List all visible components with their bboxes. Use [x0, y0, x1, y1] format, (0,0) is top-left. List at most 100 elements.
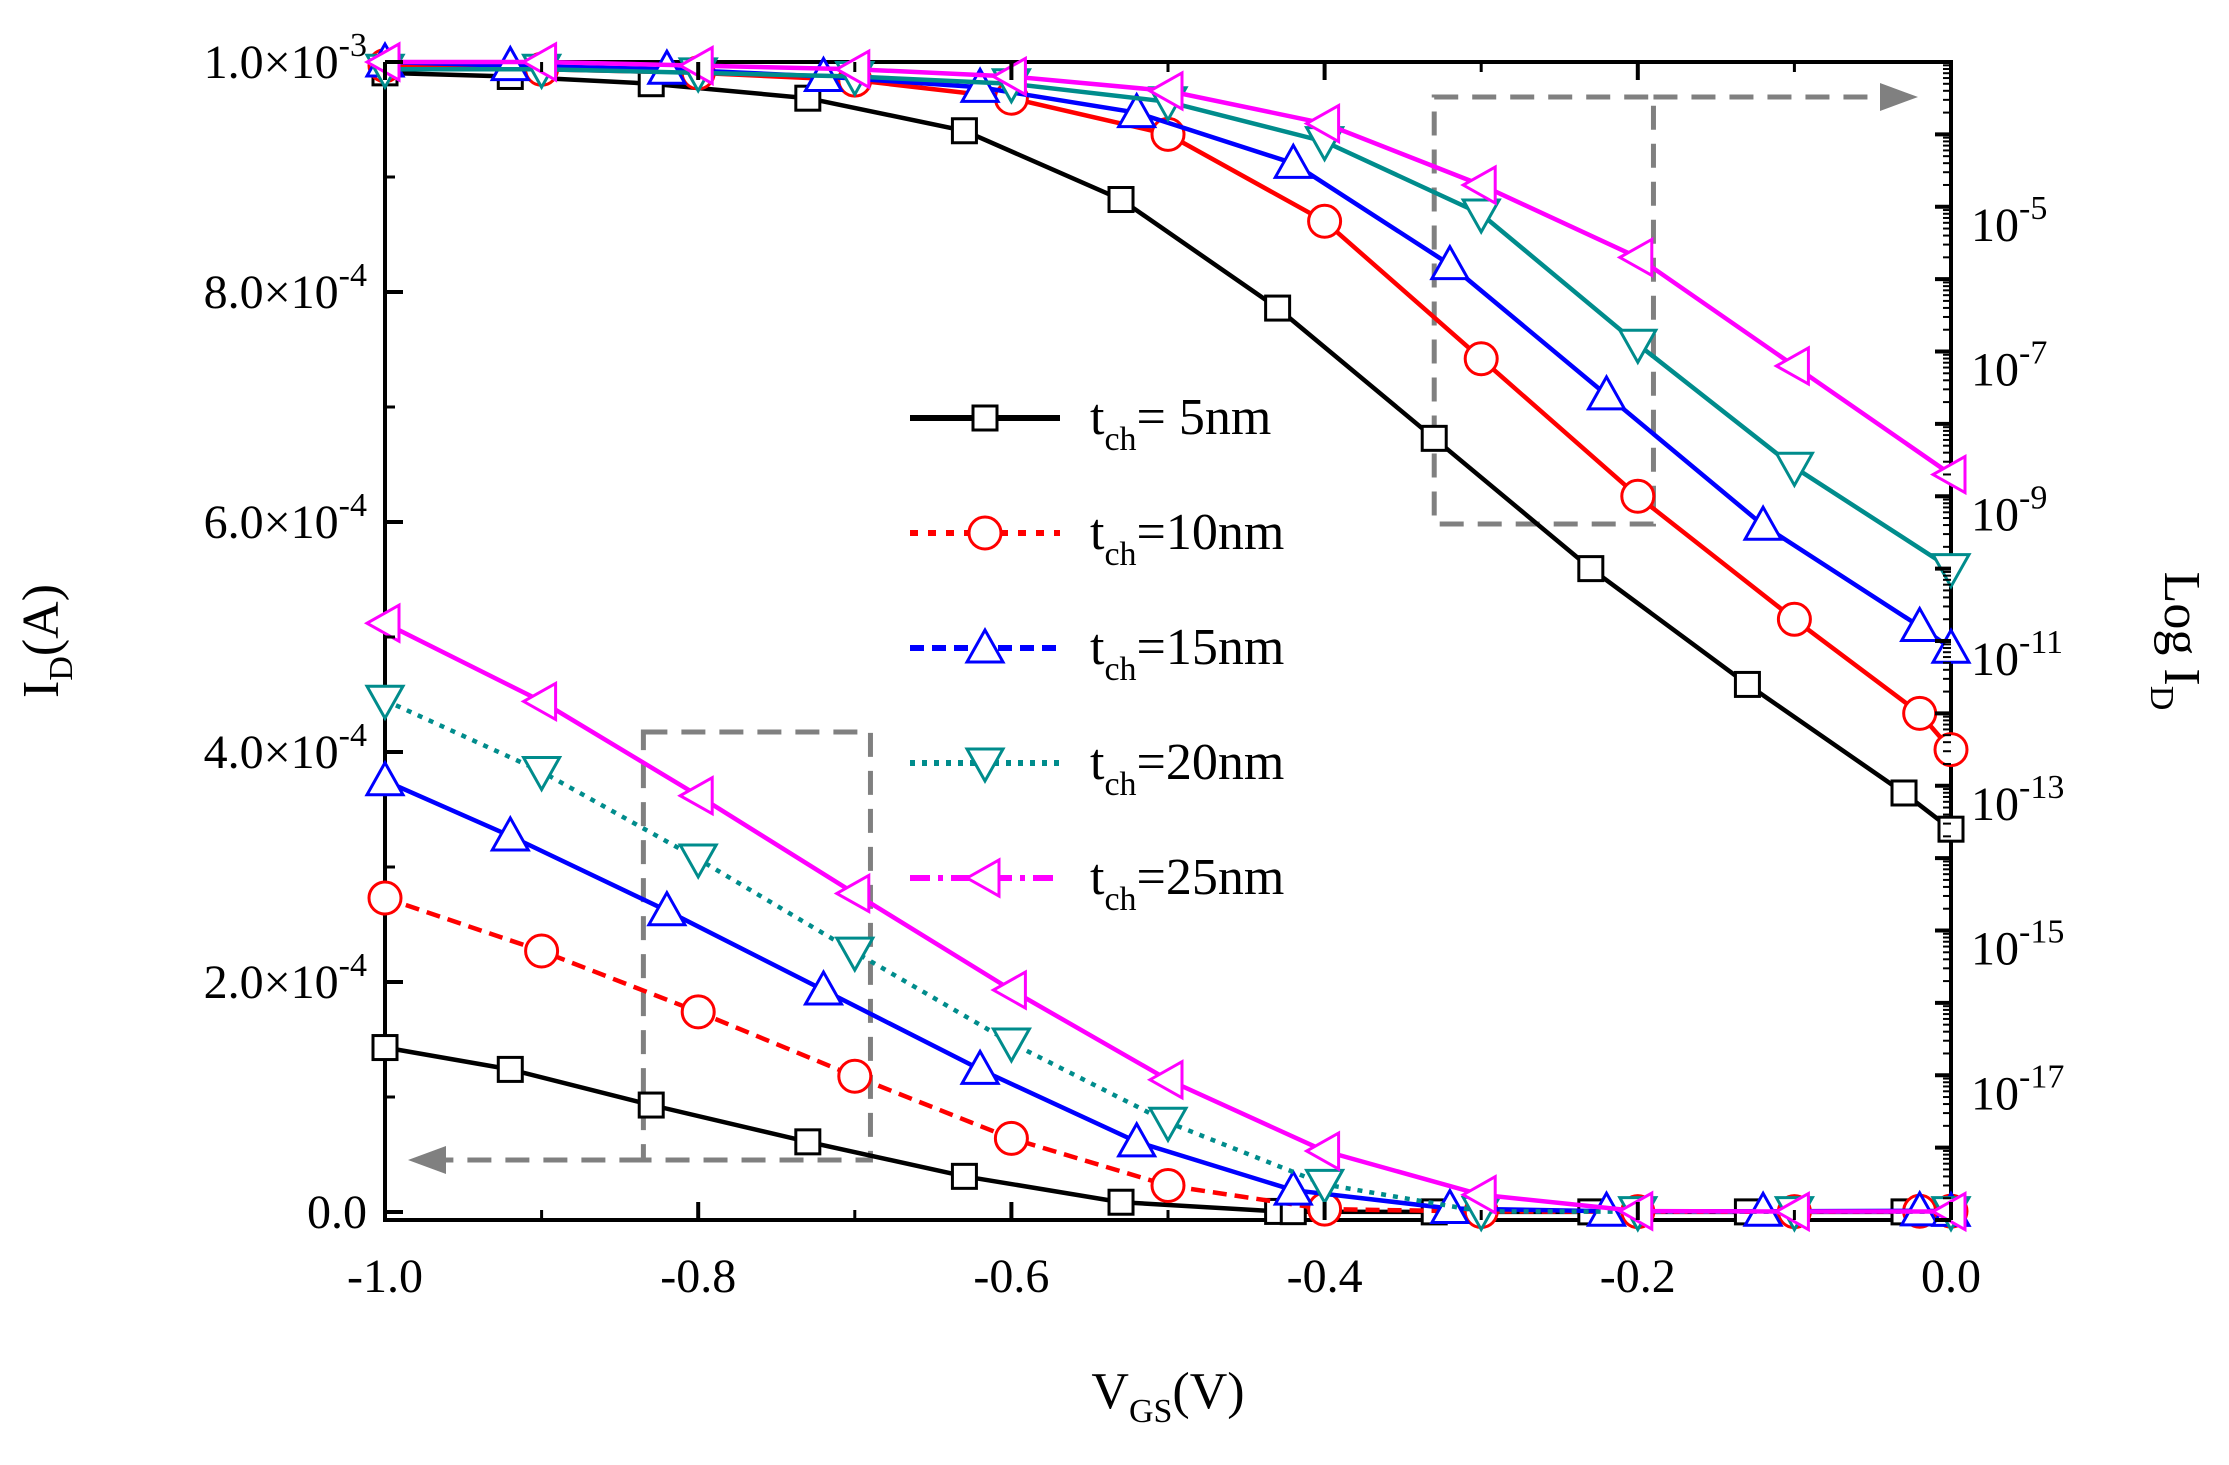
data-point [1460, 1174, 1497, 1216]
data-point [833, 872, 871, 915]
data-point [1773, 1190, 1810, 1233]
data-point [1107, 1188, 1135, 1216]
y-left-tick-label: 4.0×10-4 [204, 717, 367, 779]
data-point [959, 1048, 1001, 1085]
data-point [1116, 1120, 1158, 1158]
data-point [1460, 164, 1497, 206]
annotation-box-right [1431, 94, 1656, 527]
legend-item: tch=15nm [910, 619, 1284, 688]
data-point [1616, 236, 1654, 278]
arrow-head-right [1880, 83, 1918, 111]
data-point [1577, 555, 1605, 583]
data-point [990, 969, 1027, 1011]
data-point [363, 602, 401, 644]
data-point [1899, 1189, 1941, 1227]
data-point [1429, 243, 1471, 281]
y-right-tick-label: 10-7 [1971, 335, 2047, 397]
data-point [646, 889, 688, 927]
y-right-tick-label: 10-11 [1971, 624, 2063, 686]
x-tick-label: 0.0 [1921, 1250, 1981, 1303]
data-point [1420, 424, 1448, 452]
data-point [1617, 328, 1659, 366]
data-point [521, 756, 563, 793]
data-point [364, 759, 406, 797]
y-left-tick-label: 2.0×10-4 [204, 947, 367, 1009]
data-point [1620, 478, 1656, 514]
legend-item: tch= 5nm [910, 389, 1271, 458]
y-left-tick-label: 1.0×10-3 [204, 27, 367, 89]
data-point [677, 843, 719, 881]
legend-label: tch=10nm [1090, 504, 1284, 573]
x-tick-label: -0.6 [973, 1250, 1049, 1303]
data-point [1272, 142, 1314, 179]
legend-label: tch=25nm [1090, 849, 1284, 918]
y-left-tick-label: 6.0×10-4 [204, 487, 367, 549]
annotation-box-left [640, 729, 873, 1163]
series [363, 41, 1967, 1233]
data-point [1776, 601, 1812, 637]
y-right-tick-label: 10-15 [1971, 914, 2064, 976]
data-point [971, 404, 999, 432]
legend-item: tch=20nm [910, 734, 1284, 803]
data-point [1899, 605, 1941, 643]
data-point [496, 1055, 524, 1083]
series-line-log [384, 70, 1953, 831]
data-point [833, 48, 871, 90]
data-point [964, 747, 1006, 785]
x-tick-label: -1.0 [347, 1250, 423, 1303]
data-point [1307, 203, 1343, 239]
data-point [964, 626, 1006, 664]
series-line-log [384, 59, 1953, 651]
data-point [834, 936, 876, 974]
x-axis-label: VGS(V) [1091, 1363, 1244, 1430]
data-point [950, 117, 978, 145]
x-tick-label: -0.8 [660, 1250, 736, 1303]
data-point [1264, 294, 1292, 322]
data-point [963, 857, 1001, 899]
data-point [993, 1120, 1029, 1156]
y-right-tick-label: 10-9 [1971, 479, 2047, 541]
data-point [1107, 186, 1135, 214]
x-tick-label: -0.4 [1287, 1250, 1363, 1303]
data-point [1933, 732, 1969, 768]
y-right-tick-label: 10-13 [1971, 769, 2064, 831]
data-point [1585, 373, 1628, 411]
data-point [1773, 345, 1810, 387]
data-point [959, 66, 1001, 103]
data-point [1147, 1106, 1189, 1144]
data-point [1303, 1130, 1341, 1172]
data-point [802, 968, 845, 1006]
data-point [1463, 341, 1499, 377]
y-right-axis-label: Log ID [2143, 572, 2210, 711]
data-point [680, 994, 716, 1030]
legend-label: tch=15nm [1090, 619, 1284, 688]
data-point [524, 933, 560, 969]
y-right-tick-label: 10-5 [1971, 190, 2047, 252]
legend-label: tch= 5nm [1090, 389, 1271, 458]
y-left-tick-label: 0.0 [307, 1186, 367, 1239]
series-line-linear [384, 895, 1952, 1214]
series-line-linear [384, 778, 1952, 1214]
data-point [1272, 1169, 1314, 1206]
data-point [1146, 1059, 1184, 1101]
y-right-tick-label: 10-17 [1971, 1058, 2064, 1120]
data-point [794, 1128, 822, 1156]
legend-label: tch=20nm [1090, 734, 1284, 803]
data-point [1890, 779, 1918, 807]
data-point [1902, 695, 1938, 731]
data-point [1146, 70, 1184, 112]
data-point [950, 1162, 978, 1190]
data-point [1460, 198, 1502, 236]
annotation-layer [408, 83, 1918, 1174]
data-point [367, 880, 403, 916]
data-point [364, 684, 406, 722]
y-left-axis-label: ID(A) [13, 584, 80, 698]
data-point [1773, 451, 1815, 489]
y-left-tick-label: 8.0×10-4 [204, 257, 367, 319]
data-point [1150, 1168, 1186, 1204]
data-point [1304, 1168, 1346, 1206]
data-point [520, 680, 558, 722]
legend: tch= 5nm tch=10nm tch=15nm tch=20nm tch=25nm [910, 389, 1284, 918]
